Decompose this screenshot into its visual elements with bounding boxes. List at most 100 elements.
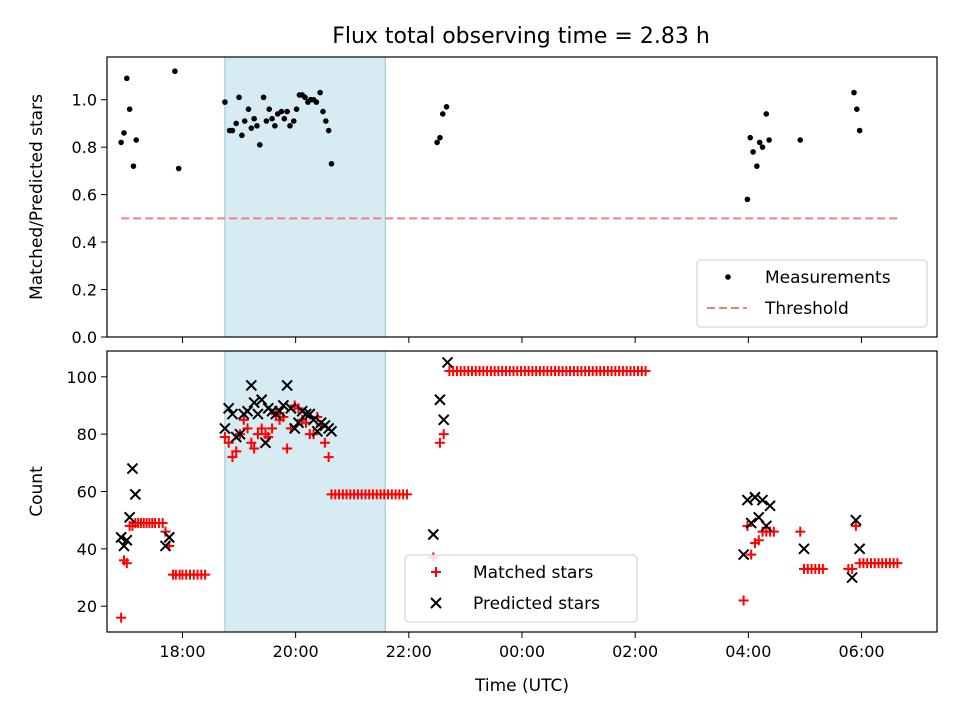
predicted-star-point	[760, 520, 772, 532]
y-tick-label: 100	[66, 368, 97, 387]
measurement-point	[854, 106, 860, 113]
measurement-point	[266, 106, 273, 113]
predicted-star-point	[745, 517, 757, 529]
matched-star-point	[116, 612, 127, 623]
measurement-point	[263, 118, 270, 124]
measurement-point	[233, 120, 240, 127]
y-tick-label: 0.0	[72, 328, 97, 347]
measurement-point	[133, 137, 140, 143]
predicted-star-point	[427, 528, 440, 541]
predicted-star-point	[123, 511, 136, 524]
measurement-point	[121, 130, 127, 136]
matched-star-point	[401, 489, 412, 500]
observing-window-span	[224, 56, 386, 338]
predicted-star-point	[846, 571, 858, 584]
measurement-point	[763, 111, 770, 117]
measurement-point	[245, 106, 252, 113]
legend-label: Matched stars	[473, 563, 593, 583]
ratio-axes: 0.0 0.2 0.4 0.6 0.8 1.0	[72, 91, 863, 347]
measurement-point	[744, 196, 751, 203]
predicted-star-point	[285, 402, 297, 415]
measurement-point	[290, 118, 297, 124]
legend-label: Measurements	[765, 268, 891, 288]
matched-star-point	[768, 526, 779, 537]
matched-star-point	[121, 558, 132, 569]
predicted-star-point	[741, 494, 754, 506]
predicted-star-point	[277, 399, 290, 412]
legend-box	[696, 259, 928, 328]
matched-star-point	[640, 366, 651, 377]
matched-star-point	[231, 446, 242, 457]
ratio-legend: Measurements Threshold	[696, 259, 928, 328]
legend-measurement-swatch	[725, 274, 731, 280]
matched-star-point	[200, 569, 211, 580]
predicted-star-point	[438, 414, 450, 426]
y-tick-label: 1.0	[72, 91, 97, 110]
measurement-point	[313, 99, 320, 105]
matched-star-point	[227, 452, 238, 463]
predicted-star-point	[307, 414, 320, 426]
matched-star-point	[256, 423, 267, 434]
predicted-star-point	[118, 540, 130, 552]
measurement-point	[241, 118, 248, 124]
ratio-panel: 0.0 0.2 0.4 0.6 0.8 1.0 Matched/Predicted sta…	[27, 56, 938, 347]
matched-star-point	[438, 429, 449, 440]
measurement-point	[126, 106, 133, 113]
measurement-point	[766, 137, 772, 143]
matched-star-point	[434, 437, 445, 448]
measurement-point	[323, 118, 329, 124]
predicted-star-point	[129, 488, 142, 501]
predicted-star-point	[273, 405, 286, 417]
predicted-star-point	[226, 408, 239, 420]
measurement-point	[284, 108, 290, 115]
matched-star-point	[319, 437, 330, 448]
count-axes: 20 40 60 80 100 18:00 20:00 22:00 00:00 02:00 04:0…	[66, 368, 884, 661]
matched-star-point	[795, 526, 806, 537]
predicted-star-point	[798, 543, 810, 555]
matched-star-point	[219, 432, 230, 443]
predicted-star-point	[756, 494, 769, 506]
predicted-star-point	[159, 540, 172, 552]
ratio-plot-marks	[118, 68, 900, 220]
measurement-point	[272, 123, 278, 129]
predicted-star-point	[311, 425, 324, 437]
y-tick-label: 20	[77, 597, 97, 616]
predicted-star-point	[115, 531, 127, 544]
matched-star-point	[892, 558, 903, 569]
matched-star-point	[242, 423, 253, 434]
measurement-point	[172, 68, 178, 75]
predicted-star-point	[234, 428, 246, 440]
predicted-star-point	[163, 531, 175, 544]
matched-star-point	[223, 437, 234, 448]
legend-predicted-swatch	[430, 597, 442, 609]
x-tick-label: 04:00	[725, 642, 771, 661]
predicted-star-point	[281, 379, 293, 392]
measurement-point	[124, 75, 130, 82]
y-tick-label: 0.6	[72, 186, 97, 205]
x-tick-label: 06:00	[838, 642, 884, 661]
measurement-point	[251, 115, 257, 122]
x-tick-label: 20:00	[273, 642, 319, 661]
count-legend: Matched stars Predicted stars	[404, 554, 638, 623]
matched-star-point	[157, 518, 168, 529]
predicted-star-point	[255, 394, 268, 406]
measurement-point	[856, 127, 863, 134]
predicted-star-point	[300, 408, 312, 420]
legend-box	[404, 554, 638, 623]
measurement-point	[325, 127, 332, 134]
measurement-point	[287, 123, 293, 129]
measurement-point	[281, 115, 288, 122]
measurement-point	[269, 115, 275, 122]
predicted-star-point	[288, 422, 301, 435]
matched-star-point	[850, 520, 861, 531]
predicted-star-point	[222, 402, 235, 415]
x-tick-label: 18:00	[159, 642, 205, 661]
measurement-point	[248, 125, 255, 131]
predicted-star-point	[749, 491, 761, 503]
measurement-point	[130, 163, 137, 169]
figure-title: Flux total observing time = 2.83 h	[332, 24, 710, 49]
predicted-star-point	[764, 500, 776, 512]
matched-star-point	[238, 414, 249, 425]
measurement-point	[439, 111, 446, 117]
predicted-star-point	[325, 425, 338, 437]
